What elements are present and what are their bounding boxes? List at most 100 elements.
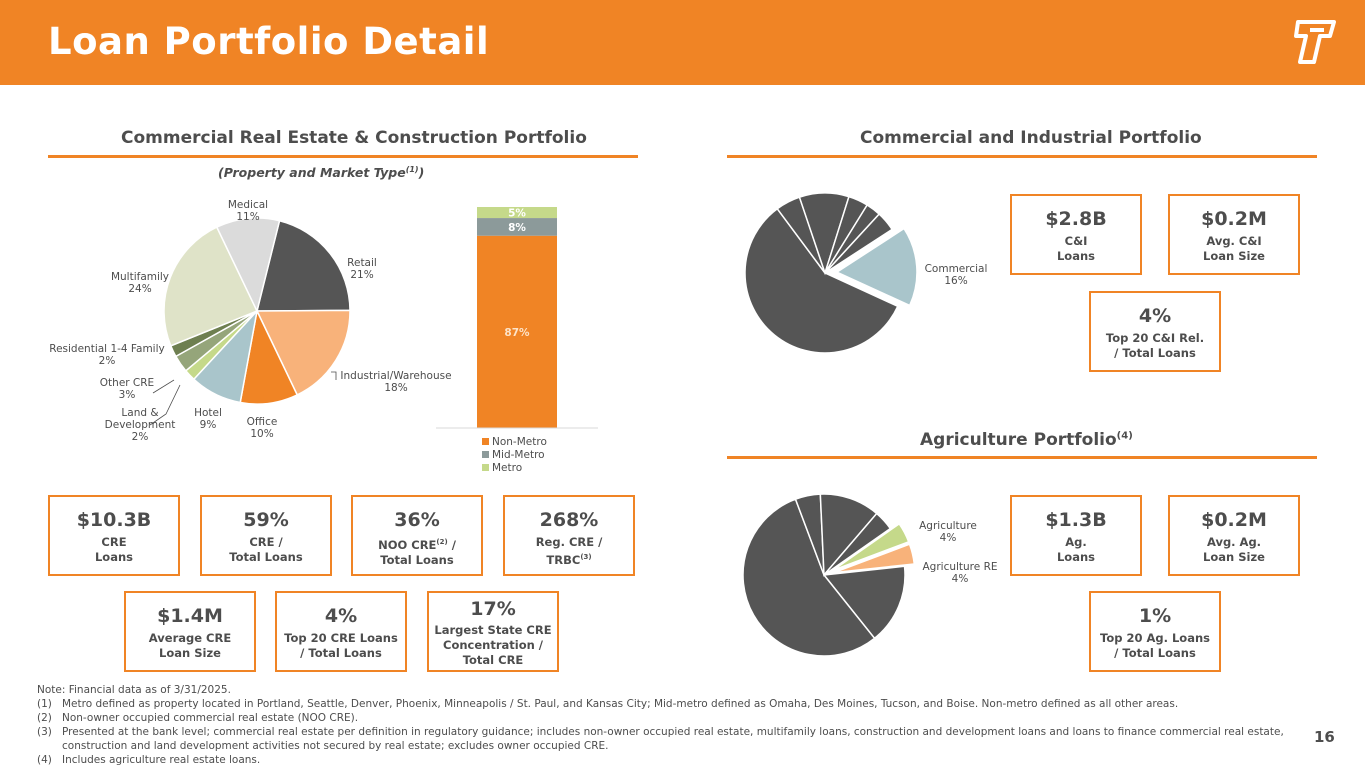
- pie-slice-segment-6: [824, 213, 894, 274]
- cre-total-loans-box: 59% CRE / Total Loans: [200, 495, 332, 576]
- legend-label-non-metro: Non-Metro: [492, 436, 547, 448]
- cre-total-loans-value: 59%: [243, 509, 289, 531]
- footnote-item: (2) Non-owner occupied commercial real es…: [37, 712, 359, 724]
- reg-cre-label: Reg. CRE / TRBC(3): [535, 535, 603, 567]
- footnote-item: (1) Metro defined as property located in …: [37, 698, 1179, 710]
- page-number: 16: [1314, 728, 1335, 746]
- top20-cre-box: 4% Top 20 CRE Loans / Total Loans: [275, 591, 407, 672]
- pie-slice-segment-5: [819, 493, 878, 577]
- ag-title-rule: [727, 456, 1317, 459]
- legend-swatch-metro: [482, 464, 489, 471]
- legend-swatch-mid-metro: [482, 451, 489, 458]
- pie-label-residential-1-4-family: Residential 1-4 Family 2%: [49, 343, 164, 367]
- cre-property-pie-chart: Retail 21% Industrial/Warehouse 18% Office 10…: [49, 199, 451, 443]
- bar-segment-metro: [477, 207, 557, 219]
- ag-loans-box: $1.3B Ag. Loans: [1010, 495, 1142, 576]
- bar-label-mid-metro: 8%: [508, 222, 526, 234]
- pie-label-retail: Retail 21%: [347, 257, 377, 281]
- ci-top20-value: 4%: [1138, 305, 1172, 327]
- pie-slice-segment-1: [744, 207, 899, 354]
- reg-cre-value: 268%: [539, 509, 599, 531]
- footnotes: Note: Financial data as of 3/31/2025. (1…: [37, 683, 1287, 767]
- pie-label-agriculture-re: Agriculture RE 4%: [922, 561, 997, 585]
- ci-top20-box: 4% Top 20 C&I Rel. / Total Loans: [1089, 291, 1221, 372]
- cre-section-title: Commercial Real Estate & Construction Po…: [121, 128, 587, 148]
- cre-loans-value: $10.3B: [76, 509, 152, 531]
- ag-avg-size-label: Avg. Ag. Loan Size: [1203, 535, 1265, 564]
- ci-avg-size-value: $0.2M: [1201, 208, 1267, 230]
- pie-label-multifamily: Multifamily 24%: [111, 271, 169, 295]
- pie-slice-agriculture-re: [833, 543, 916, 574]
- bar-label-metro: 5%: [508, 208, 526, 220]
- pie-label-industrial-warehouse: Industrial/Warehouse 18%: [340, 370, 451, 394]
- noo-cre-label: NOO CRE(2) / Total Loans: [378, 537, 456, 567]
- pie-label-commercial: Commercial 16%: [925, 263, 988, 287]
- ci-avg-size-box: $0.2M Avg. C&I Loan Size: [1168, 194, 1300, 275]
- legend-label-mid-metro: Mid-Metro: [492, 449, 545, 461]
- avg-cre-size-box: $1.4M Average CRE Loan Size: [124, 591, 256, 672]
- bank-logo-icon: [1294, 20, 1336, 64]
- reg-cre-box: 268% Reg. CRE / TRBC(3): [503, 495, 635, 576]
- avg-cre-size-value: $1.4M: [157, 605, 223, 627]
- largest-state-value: 17%: [470, 598, 516, 620]
- pie-label-land-development: Land & Development 2%: [105, 407, 176, 443]
- bar-label-non-metro: 87%: [504, 327, 530, 339]
- avg-cre-size-label: Average CRE Loan Size: [148, 631, 232, 660]
- footnote-note: Note: Financial data as of 3/31/2025.: [37, 684, 231, 696]
- pie-leader-line: [149, 384, 181, 426]
- ag-top20-value: 1%: [1138, 605, 1172, 627]
- page-title: Loan Portfolio Detail: [48, 20, 490, 63]
- ag-avg-size-box: $0.2M Avg. Ag. Loan Size: [1168, 495, 1300, 576]
- pie-label-hotel: Hotel 9%: [194, 407, 222, 431]
- ag-pie-chart: Agriculture 4% Agriculture RE 4%: [742, 493, 998, 657]
- bar-segment-non-metro: [477, 235, 557, 428]
- cre-subtitle: (Property and Market Type(1)): [218, 165, 425, 181]
- legend-swatch-non-metro: [482, 438, 489, 445]
- ci-loans-box: $2.8B C&I Loans: [1010, 194, 1142, 275]
- pie-label-medical: Medical 11%: [228, 199, 268, 223]
- header-bar: Loan Portfolio Detail: [0, 0, 1365, 85]
- pie-label-other-cre: Other CRE 3%: [100, 377, 154, 401]
- ag-avg-size-value: $0.2M: [1201, 509, 1267, 531]
- pie-slice-medical: [215, 217, 281, 314]
- top20-cre-value: 4%: [324, 605, 358, 627]
- cre-loans-label: CRE Loans: [94, 535, 134, 564]
- pie-slice-segment-6: [823, 512, 892, 576]
- pie-slice-multifamily: [163, 226, 259, 347]
- ag-loans-value: $1.3B: [1045, 509, 1107, 531]
- ag-top20-box: 1% Top 20 Ag. Loans / Total Loans: [1089, 591, 1221, 672]
- pie-label-office: Office 10%: [247, 416, 278, 440]
- bar-segment-mid-metro: [477, 218, 557, 236]
- pie-label-agriculture: Agriculture 4%: [919, 520, 977, 544]
- ag-loans-label: Ag. Loans: [1056, 535, 1096, 564]
- pie-slice-commercial: [835, 227, 918, 307]
- ag-section-title: Agriculture Portfolio(4): [920, 430, 1133, 450]
- pie-slice-agriculture: [832, 522, 910, 572]
- legend-label-metro: Metro: [492, 462, 522, 474]
- pie-slice-industrial-warehouse: [255, 309, 351, 396]
- noo-cre-value: 36%: [394, 509, 440, 531]
- pie-leader-line: [152, 379, 175, 394]
- cre-total-loans-label: CRE / Total Loans: [229, 535, 303, 564]
- pie-slice-segment-2: [822, 565, 906, 640]
- largest-state-label: Largest State CRE Concentration / Total …: [434, 623, 552, 667]
- pie-slice-retail: [256, 219, 351, 312]
- ci-pie-chart: Commercial 16%: [744, 192, 988, 354]
- pie-leader-line: [331, 371, 337, 380]
- ci-title-rule: [727, 155, 1317, 158]
- ci-section-title: Commercial and Industrial Portfolio: [860, 128, 1202, 148]
- noo-cre-box: 36% NOO CRE(2) / Total Loans: [351, 495, 483, 576]
- top20-cre-label: Top 20 CRE Loans / Total Loans: [284, 631, 398, 660]
- ag-top20-label: Top 20 Ag. Loans / Total Loans: [1100, 631, 1210, 660]
- cre-title-rule: [48, 155, 638, 158]
- pie-slice-segment-3: [742, 498, 876, 657]
- ci-loans-value: $2.8B: [1045, 208, 1107, 230]
- ci-avg-size-label: Avg. C&I Loan Size: [1203, 234, 1265, 263]
- footnote-item: (3) Presented at the bank level; commerci…: [37, 726, 1284, 752]
- cre-loans-box: $10.3B CRE Loans: [48, 495, 180, 576]
- ci-loans-label: C&I Loans: [1056, 234, 1096, 263]
- largest-state-box: 17% Largest State CRE Concentration / To…: [427, 591, 559, 672]
- footnote-item: (4) Includes agriculture real estate loan…: [37, 754, 261, 766]
- ci-top20-label: Top 20 C&I Rel. / Total Loans: [1105, 331, 1205, 360]
